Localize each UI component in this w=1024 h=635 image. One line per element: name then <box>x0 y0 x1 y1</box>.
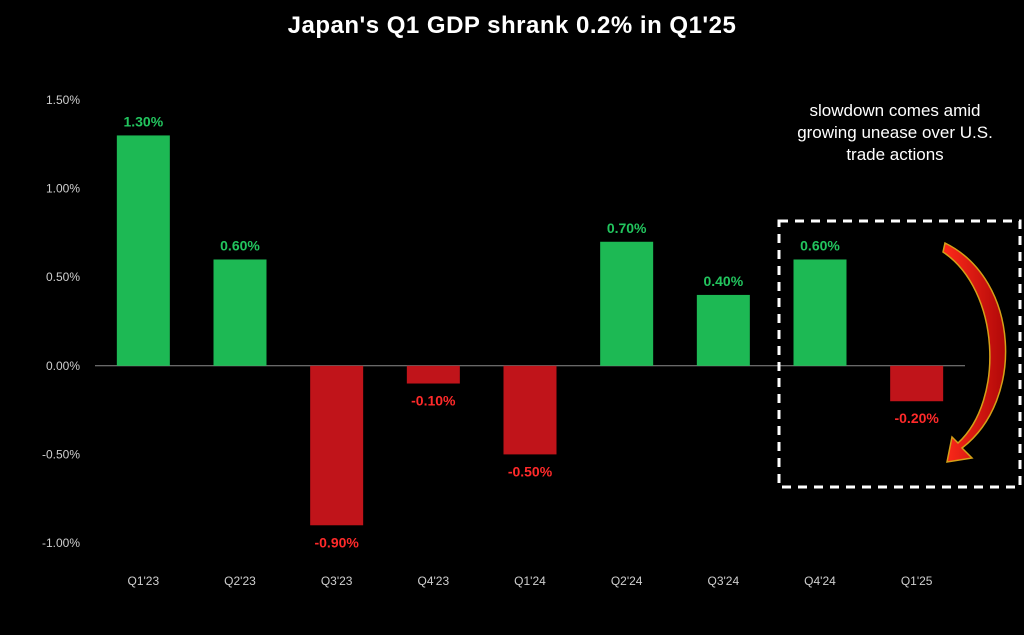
bars-group <box>116 135 944 526</box>
y-tick-label: -0.50% <box>42 447 80 461</box>
bar-Q224 <box>600 241 654 366</box>
bar-Q223 <box>213 259 267 366</box>
data-label: -0.50% <box>508 463 553 479</box>
x-tick-label: Q3'23 <box>321 574 353 588</box>
y-tick-label: 1.00% <box>46 182 80 196</box>
x-tick-label: Q4'24 <box>804 574 836 588</box>
x-axis: Q1'23 Q2'23 Q3'23 Q4'23 Q1'24 Q2'24 Q3'24 Q4'24… <box>128 574 933 588</box>
bar-Q323 <box>310 365 364 526</box>
x-tick-label: Q2'24 <box>611 574 643 588</box>
y-tick-label: 1.50% <box>46 93 80 107</box>
data-label: -0.10% <box>411 393 456 409</box>
x-tick-label: Q4'23 <box>418 574 450 588</box>
data-labels-group: 1.30% 0.60% -0.90% -0.10% -0.50% 0.70% 0.40% 0.… <box>123 113 939 550</box>
curved-arrow-icon <box>942 241 1007 463</box>
x-tick-label: Q3'24 <box>708 574 740 588</box>
bar-Q324 <box>696 294 750 366</box>
chart-title: Japan's Q1 GDP shrank 0.2% in Q1'25 <box>287 12 737 39</box>
data-label: 0.60% <box>220 237 260 253</box>
bar-Q423 <box>406 365 460 384</box>
bar-Q123 <box>116 135 170 366</box>
data-label: -0.90% <box>314 534 359 550</box>
y-tick-label: 0.00% <box>46 359 80 373</box>
data-label: -0.20% <box>894 410 939 426</box>
x-tick-label: Q1'25 <box>901 574 933 588</box>
annotation-text: slowdown comes amid growing unease over … <box>797 101 993 164</box>
x-tick-label: Q1'24 <box>514 574 546 588</box>
highlight-box <box>777 219 1022 489</box>
bar-Q124 <box>503 365 557 455</box>
highlight-group <box>777 219 1022 489</box>
x-tick-label: Q2'23 <box>224 574 256 588</box>
y-tick-label: 0.50% <box>46 270 80 284</box>
bar-Q424 <box>793 259 847 366</box>
bar-Q125 <box>890 365 944 402</box>
data-label: 1.30% <box>123 113 163 129</box>
data-label: 0.40% <box>703 273 743 289</box>
x-tick-label: Q1'23 <box>128 574 160 588</box>
y-tick-label: -1.00% <box>42 536 80 550</box>
data-label: 0.70% <box>607 220 647 236</box>
data-label: 0.60% <box>800 237 840 253</box>
